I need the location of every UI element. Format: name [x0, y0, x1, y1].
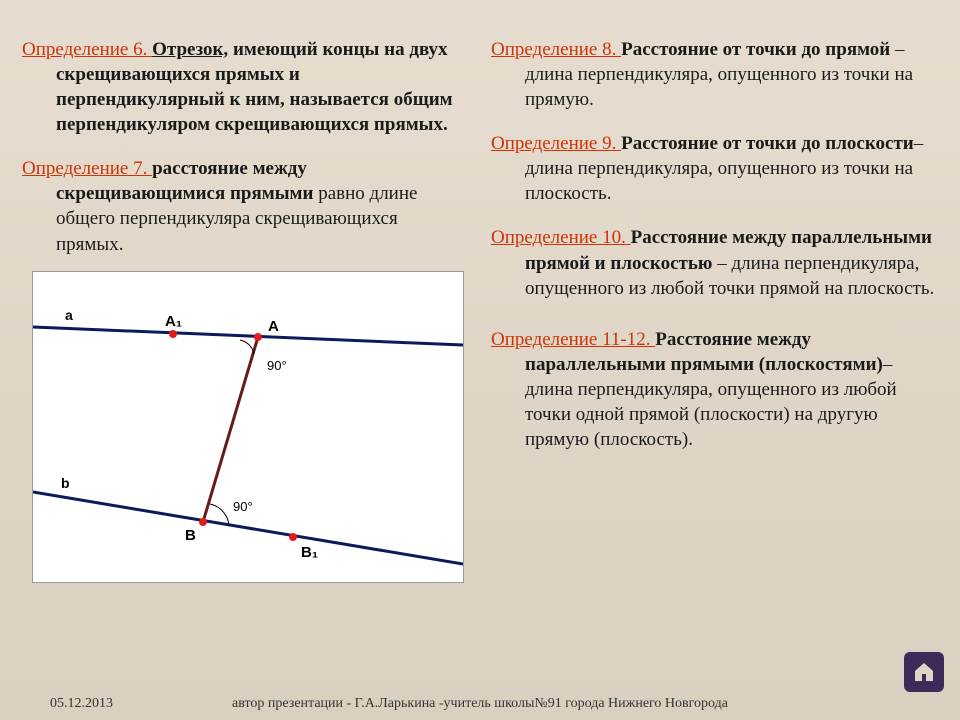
- figure-svg: 90° 90° A A₁ B B₁ a b: [33, 272, 463, 582]
- def-number: Определение 9.: [491, 133, 621, 154]
- svg-text:A: A: [268, 318, 279, 335]
- def-number: Определение 10.: [491, 227, 631, 248]
- def-number: Определение 7.: [22, 158, 152, 179]
- slide: Определение 6. Отрезок, имеющий концы на…: [0, 0, 960, 720]
- svg-text:A₁: A₁: [165, 313, 182, 330]
- def-number: Определение 6.: [22, 39, 152, 60]
- definition-11-12: Определение 11-12. Расстояние между пара…: [491, 327, 938, 452]
- footer-date: 05.12.2013: [50, 696, 113, 712]
- right-column: Определение 8. Расстояние от точки до пр…: [491, 18, 938, 583]
- svg-text:90°: 90°: [233, 499, 253, 514]
- svg-text:b: b: [61, 475, 70, 491]
- def-bold: Расстояние от точки до прямой: [621, 39, 890, 60]
- def-head: Отрезок,: [152, 39, 228, 60]
- definition-9: Определение 9. Расстояние от точки до пл…: [491, 131, 938, 206]
- svg-text:90°: 90°: [267, 358, 287, 373]
- left-column: Определение 6. Отрезок, имеющий концы на…: [22, 18, 469, 583]
- definition-8: Определение 8. Расстояние от точки до пр…: [491, 37, 938, 112]
- geometry-figure: 90° 90° A A₁ B B₁ a b: [32, 271, 464, 583]
- definition-10: Определение 10. Расстояние между паралле…: [491, 225, 938, 300]
- home-icon: [912, 660, 936, 684]
- svg-text:a: a: [65, 307, 73, 323]
- def-number: Определение 8.: [491, 39, 621, 60]
- def-bold: Расстояние от точки до плоскости: [621, 133, 914, 154]
- footer-author: автор презентации - Г.А.Ларькина -учител…: [232, 696, 728, 711]
- svg-text:B₁: B₁: [301, 544, 318, 561]
- footer: 05.12.2013 автор презентации - Г.А.Ларьк…: [0, 696, 960, 712]
- svg-text:B: B: [185, 527, 196, 544]
- definition-7: Определение 7. расстояние между скрещива…: [22, 156, 469, 256]
- definition-6: Определение 6. Отрезок, имеющий концы на…: [22, 37, 469, 137]
- def-number: Определение 11-12.: [491, 329, 655, 350]
- home-button[interactable]: [904, 652, 944, 692]
- columns: Определение 6. Отрезок, имеющий концы на…: [22, 18, 938, 583]
